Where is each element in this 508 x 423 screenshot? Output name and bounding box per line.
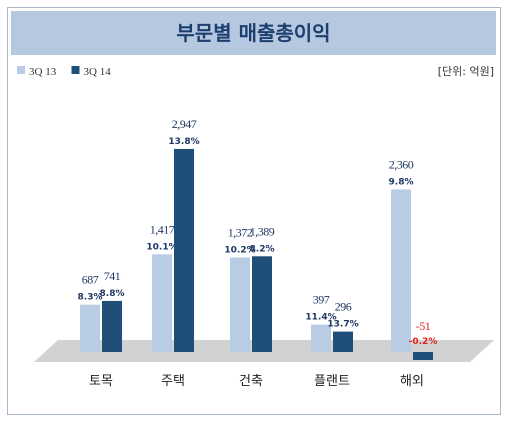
- bar: [252, 256, 272, 352]
- data-label: 397: [313, 293, 330, 307]
- category-label: 토목: [89, 374, 113, 389]
- bar: [102, 300, 122, 352]
- legend-label: 3Q 13: [29, 66, 57, 78]
- data-label: -51: [416, 319, 431, 333]
- bar: [174, 148, 194, 352]
- data-label: 296: [335, 300, 352, 314]
- legend-swatch: [71, 66, 80, 74]
- margin-label: 13.8%: [168, 137, 199, 147]
- title-banner: 부문별 매출총이익: [11, 11, 496, 55]
- category-label: 플랜트: [314, 374, 350, 389]
- category-label: 주택: [161, 374, 185, 389]
- data-label: 1,389: [250, 224, 275, 238]
- data-label: 741: [104, 269, 121, 283]
- bar: [391, 189, 411, 352]
- bar: [311, 324, 331, 352]
- legend-label: 3Q 14: [84, 66, 112, 78]
- margin-label: 9.8%: [389, 177, 414, 187]
- category-label: 건축: [239, 374, 263, 389]
- category-label: 해외: [400, 374, 424, 389]
- margin-label: 10.1%: [146, 242, 177, 252]
- data-label: 687: [82, 273, 99, 287]
- margin-label: 10.2%: [224, 245, 255, 255]
- bar: [230, 257, 250, 352]
- margin-label: 8.2%: [250, 244, 275, 254]
- bar: [152, 254, 172, 352]
- margin-label: 13.7%: [327, 320, 358, 330]
- data-label: 2,947: [172, 117, 197, 131]
- bar: [333, 331, 353, 352]
- data-label: 1,417: [150, 222, 175, 236]
- margin-label: 8.3%: [78, 293, 103, 303]
- chart-title: 부문별 매출총이익: [176, 21, 331, 45]
- margin-label: -0.2%: [409, 337, 438, 347]
- bar: [80, 304, 100, 352]
- margin-label: 11.4%: [305, 313, 336, 323]
- legend-swatch: [17, 66, 25, 74]
- data-label: 1,372: [228, 225, 253, 239]
- data-label: 2,360: [389, 157, 414, 171]
- bar: [413, 352, 433, 360]
- unit-note: [단위: 억원]: [438, 65, 494, 78]
- margin-label: 8.8%: [100, 289, 125, 299]
